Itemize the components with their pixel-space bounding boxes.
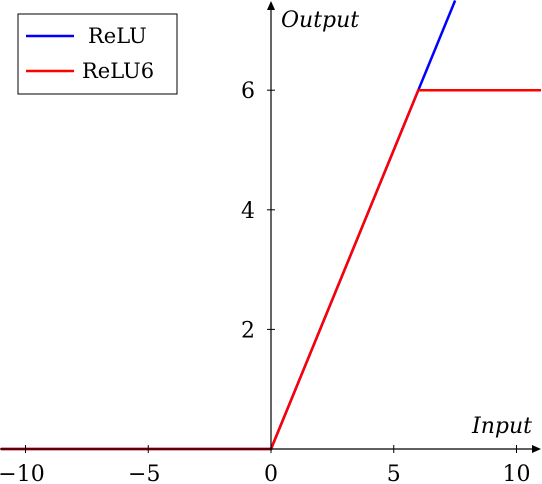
x-axis-label: Input	[471, 414, 532, 439]
x-axis-arrowhead	[532, 445, 541, 453]
axes	[0, 1, 541, 453]
y-tick-label: 2	[241, 318, 255, 343]
legend-box	[17, 13, 178, 95]
legend-label-relu6: ReLU6	[82, 59, 154, 83]
legend: ReLU ReLU6	[17, 13, 178, 95]
x-tick-label: 10	[503, 462, 531, 484]
x-tick-label: 5	[387, 462, 401, 484]
x-tick-label: −10	[0, 462, 45, 484]
y-tick-label: 6	[241, 79, 255, 104]
legend-item-relu6: ReLU6	[26, 59, 154, 83]
y-axis-arrowhead	[267, 1, 275, 10]
legend-label-relu: ReLU	[88, 24, 147, 48]
legend-item-relu: ReLU	[26, 24, 147, 48]
ticks: −10 −5 0 5 10 2 4 6	[0, 79, 531, 484]
y-axis-label: Output	[281, 8, 359, 33]
y-tick-label: 4	[241, 199, 255, 224]
x-tick-label: −5	[128, 462, 160, 484]
x-tick-label: 0	[264, 462, 278, 484]
